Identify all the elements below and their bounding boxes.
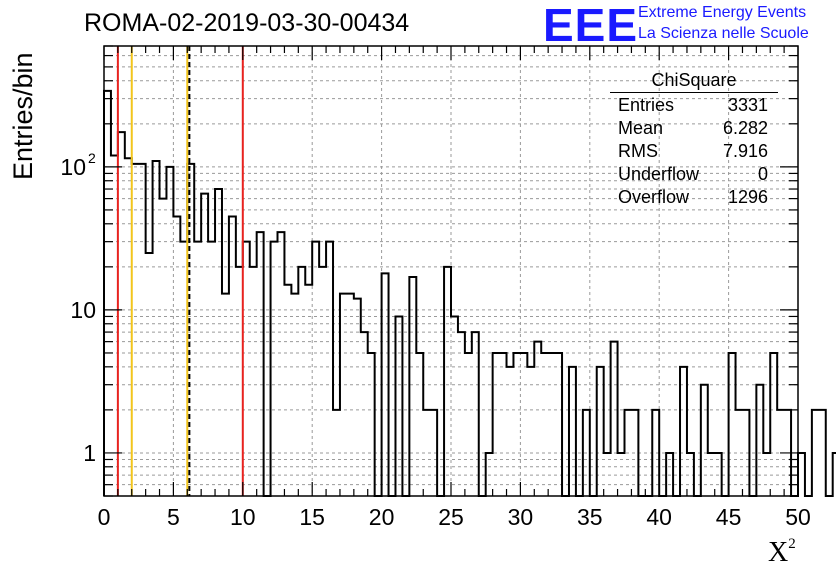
stats-divider [610,92,778,93]
stats-row-rms: RMS 7.916 [610,140,778,163]
stats-value: 0 [757,164,768,184]
x-tick-label: 20 [369,504,395,530]
stats-value: 1296 [727,187,768,207]
stats-row-underflow: Underflow 0 [610,163,778,186]
stats-label: Underflow [618,164,700,184]
stats-value: 7.916 [722,141,768,161]
stats-title: ChiSquare [651,70,737,90]
x-tick-label: 5 [167,504,180,530]
y-tick-label: 1 [83,440,96,466]
x-tick-label: 35 [577,504,603,530]
eee-logo: EEE Extreme Energy Events La Scienza nel… [543,0,833,51]
stats-label: RMS [618,141,658,161]
eee-logo-mark: EEE [543,0,639,51]
stats-label: Mean [618,118,664,138]
logo-tagline-1: Extreme Energy Events [638,4,807,21]
x-axis-label-exponent: 2 [788,536,796,552]
y-axis-label: Entries/bin [8,52,38,180]
y-tick-label-exponent: 2 [88,150,96,166]
x-tick-label: 30 [508,504,534,530]
run-title: ROMA-02-2019-03-30-00434 [84,9,410,37]
y-tick-label: 10 [60,154,86,180]
x-axis-label: X2 [768,536,796,569]
x-tick-label: 15 [299,504,325,530]
y-tick-label: 10 [70,297,96,323]
x-tick-label: 50 [785,504,811,530]
x-tick-label: 10 [230,504,256,530]
stats-value: 6.282 [722,118,768,138]
stats-label: Entries [618,95,675,115]
stats-value: 3331 [727,95,768,115]
x-tick-label: 40 [646,504,672,530]
stats-row-overflow: Overflow 1296 [610,186,778,209]
x-tick-label: 45 [716,504,742,530]
x-tick-label: 0 [98,504,111,530]
x-axis-label-symbol: X [768,537,789,568]
stats-box: ChiSquare Entries 3331 Mean 6.282 RMS 7.916… [610,68,778,209]
x-tick-label: 25 [438,504,464,530]
stats-label: Overflow [618,187,690,207]
stats-row-mean: Mean 6.282 [610,117,778,140]
logo-tagline-2: La Scienza nelle Scuole [638,25,809,42]
stats-row-entries: Entries 3331 [610,94,778,117]
